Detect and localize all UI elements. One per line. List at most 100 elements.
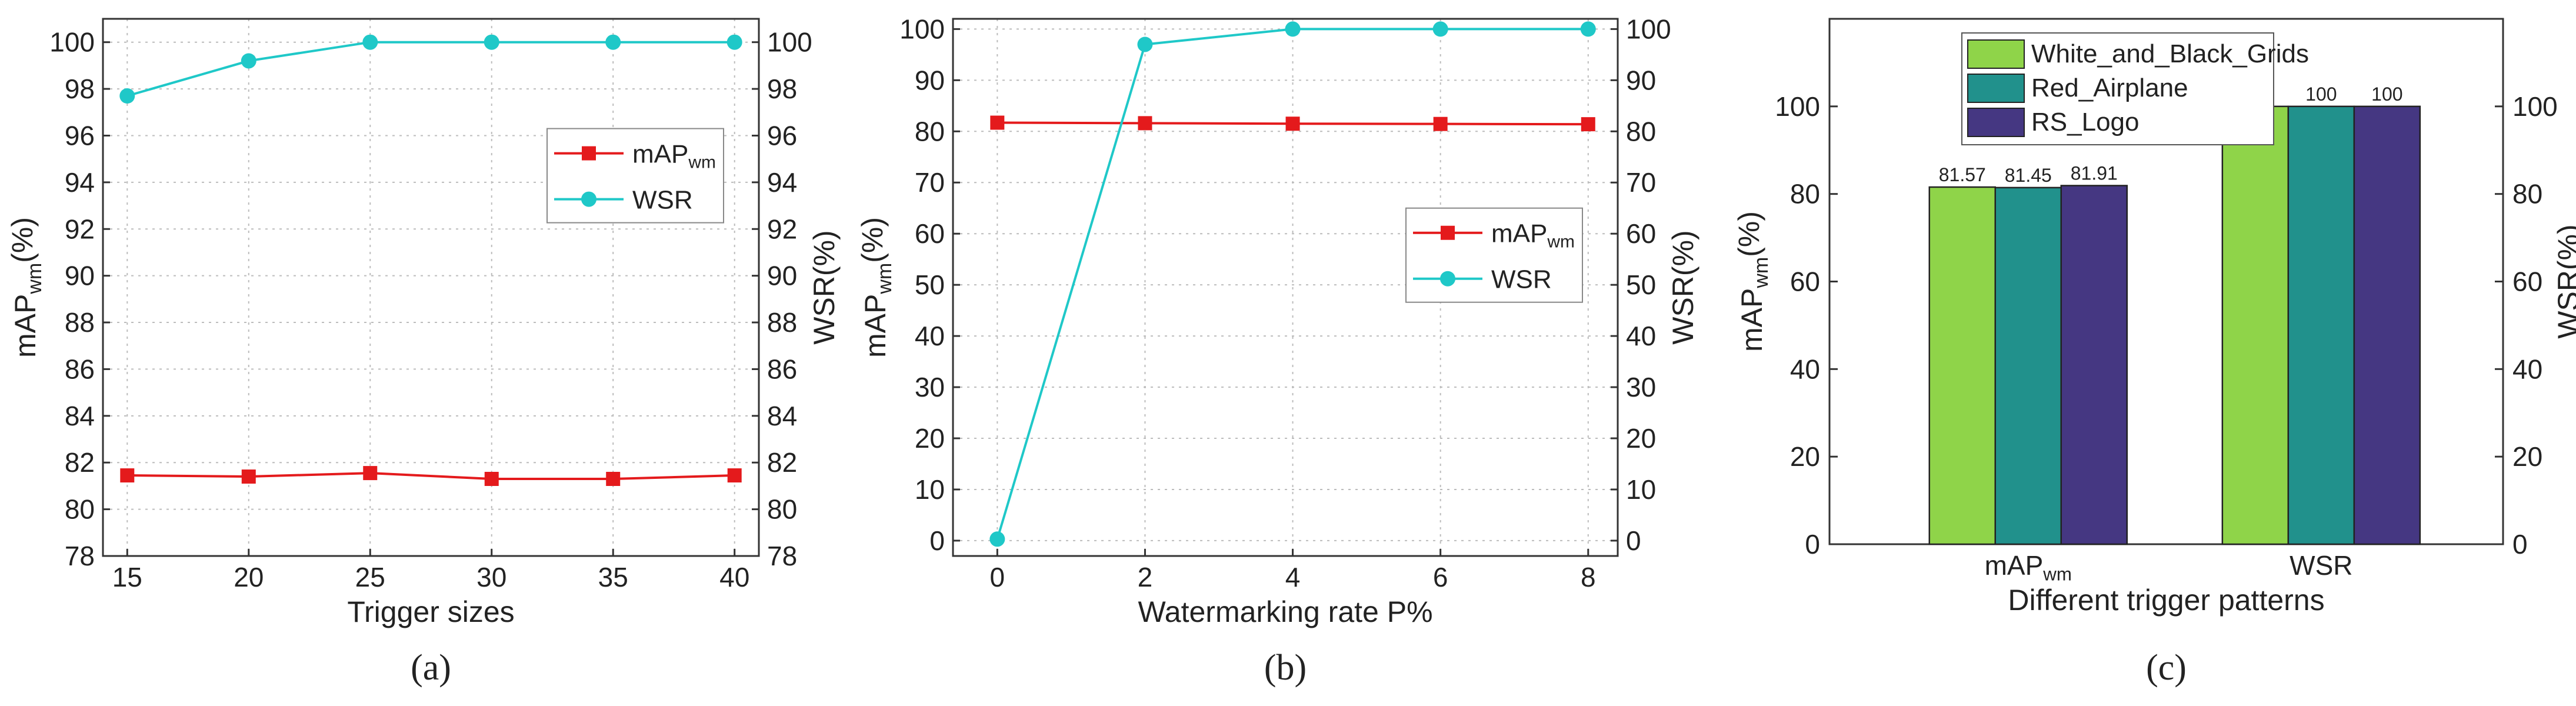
y-right-tick-label: 50: [1626, 269, 1656, 300]
data-point-wsr: [1285, 21, 1301, 37]
data-point-wsr: [484, 34, 499, 50]
x-axis-title: Trigger sizes: [347, 595, 514, 628]
data-point-map: [120, 468, 135, 483]
series-line-wsr: [126, 41, 735, 97]
bar-data-label: 100: [2371, 84, 2402, 105]
y-tick-label: 0: [929, 525, 945, 556]
data-point-map: [990, 115, 1005, 130]
y-right-tick-label: 78: [767, 541, 797, 571]
y-tick-label: 0: [1805, 529, 1820, 560]
x-tick-label: mAPwm: [1985, 550, 2072, 584]
y-tick-label: 86: [65, 354, 95, 384]
legend-marker-map: [1441, 225, 1455, 240]
legend-label-1: White_and_Black_Grids: [2031, 39, 2309, 68]
y-right-tick-label: 98: [767, 74, 797, 104]
y-tick-label: 100: [899, 14, 945, 44]
x-tick-label: 30: [476, 562, 506, 592]
y-right-axis-title: WSR(%): [1667, 230, 1699, 344]
data-point-map: [484, 472, 499, 487]
y-right-tick-label: 100: [2512, 91, 2558, 122]
legend-box: [1405, 207, 1583, 303]
y-right-tick-label: 40: [2512, 354, 2542, 384]
y-tick-label: 94: [65, 167, 95, 198]
data-point-wsr: [119, 88, 135, 104]
y-right-tick-label: 0: [1626, 525, 1641, 556]
y-tick-label: 80: [915, 116, 945, 146]
data-point-wsr: [727, 34, 742, 50]
legend-label-wsr: WSR: [632, 186, 693, 215]
y-tick-label: 88: [65, 307, 95, 338]
panel-label: (c): [2146, 648, 2187, 688]
y-right-tick-label: 60: [1626, 218, 1656, 249]
y-right-tick-label: 96: [767, 120, 797, 151]
y-axis-title: mAPwm(%): [6, 217, 46, 358]
data-point-wsr: [241, 53, 256, 69]
y-tick-label: 100: [1775, 91, 1820, 122]
chart-panel-1: 78 78 80 80 82 82 84 84 86 86 88 88 90 90 92 92 94 94 96 96…: [6, 18, 841, 688]
y-tick-label: 60: [915, 218, 945, 249]
panel-label: (b): [1264, 648, 1307, 688]
y-tick-label: 20: [915, 423, 945, 454]
y-tick-label: 84: [65, 401, 95, 431]
y-tick-label: 96: [65, 120, 95, 151]
y-tick-label: 50: [915, 269, 945, 300]
y-right-tick-label: 92: [767, 214, 797, 244]
legend-swatch-3: [1967, 108, 2025, 137]
data-point-map: [363, 466, 378, 481]
y-right-tick-label: 90: [767, 261, 797, 291]
y-right-tick-label: 20: [1626, 423, 1656, 454]
bar-1-cat-2: [2221, 105, 2290, 545]
y-right-tick-label: 80: [767, 494, 797, 525]
y-tick-label: 100: [49, 27, 95, 58]
bar-data-label: 81.57: [1939, 164, 1986, 185]
legend-box: [546, 128, 724, 224]
x-tick-label: 15: [112, 562, 142, 592]
y-right-tick-label: 20: [2512, 441, 2542, 472]
legend-marker-wsr: [1440, 271, 1455, 287]
bar-2-cat-1: [1994, 187, 2062, 545]
x-tick-label: 40: [719, 562, 749, 592]
data-point-wsr: [1580, 21, 1596, 37]
y-right-tick-label: 10: [1626, 474, 1656, 505]
bar-3-cat-2: [2353, 105, 2421, 545]
x-tick-label: 0: [990, 562, 1005, 592]
legend-marker-wsr: [581, 191, 596, 207]
x-tick-label: 2: [1138, 562, 1153, 592]
plot-frame: [952, 18, 1619, 557]
y-right-axis-title: WSR(%): [2552, 224, 2576, 338]
data-point-map: [1581, 117, 1595, 132]
legend-swatch-2: [1967, 74, 2025, 103]
y-right-tick-label: 40: [1626, 321, 1656, 351]
data-point-map: [241, 469, 256, 484]
y-tick-label: 70: [915, 167, 945, 198]
y-right-tick-label: 70: [1626, 167, 1656, 198]
y-tick-label: 92: [65, 214, 95, 244]
y-right-tick-label: 100: [767, 27, 812, 58]
x-tick-label: 35: [598, 562, 628, 592]
chart-panel-3: 0 0 20 20 40 40 60 60 80 80 100 100 mAPwm 81.57 81.45 8…: [1732, 18, 2576, 688]
legend-label-3: RS_Logo: [2031, 108, 2139, 136]
data-point-map: [727, 468, 742, 483]
panel-label: (a): [411, 648, 451, 688]
legend-swatch-1: [1967, 39, 2025, 69]
y-tick-label: 78: [65, 541, 95, 571]
y-right-tick-label: 94: [767, 167, 797, 198]
bar-data-label: 81.45: [2005, 165, 2052, 186]
y-tick-label: 20: [1790, 441, 1820, 472]
data-point-wsr: [362, 34, 378, 50]
data-point-map: [1433, 116, 1448, 131]
bar-3-cat-1: [2060, 185, 2128, 545]
data-point-wsr: [989, 531, 1005, 547]
y-tick-label: 60: [1790, 267, 1820, 297]
x-tick-label: 8: [1581, 562, 1596, 592]
y-tick-label: 40: [1790, 354, 1820, 384]
data-point-map: [1138, 116, 1152, 131]
y-right-tick-label: 0: [2512, 529, 2528, 560]
y-tick-label: 80: [1790, 179, 1820, 209]
x-tick-label: WSR: [2290, 550, 2352, 581]
x-tick-label: 20: [234, 562, 264, 592]
x-tick-label: 25: [355, 562, 385, 592]
y-right-tick-label: 88: [767, 307, 797, 338]
y-tick-label: 30: [915, 372, 945, 402]
